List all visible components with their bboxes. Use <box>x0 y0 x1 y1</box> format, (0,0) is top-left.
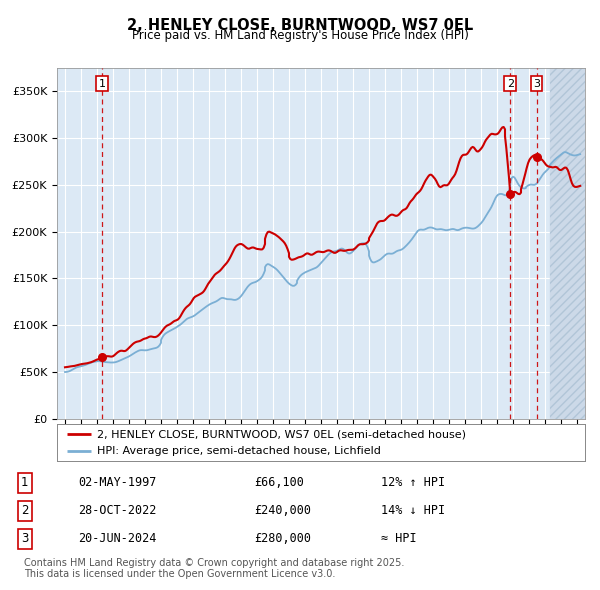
Bar <box>550 68 600 419</box>
Text: 2, HENLEY CLOSE, BURNTWOOD, WS7 0EL: 2, HENLEY CLOSE, BURNTWOOD, WS7 0EL <box>127 18 473 32</box>
Text: Price paid vs. HM Land Registry's House Price Index (HPI): Price paid vs. HM Land Registry's House … <box>131 30 469 42</box>
Text: 3: 3 <box>21 532 28 545</box>
Text: £280,000: £280,000 <box>254 532 311 545</box>
Text: 1: 1 <box>99 78 106 88</box>
Text: £66,100: £66,100 <box>254 477 304 490</box>
Text: £240,000: £240,000 <box>254 504 311 517</box>
Text: Contains HM Land Registry data © Crown copyright and database right 2025.
This d: Contains HM Land Registry data © Crown c… <box>24 558 404 579</box>
Text: HPI: Average price, semi-detached house, Lichfield: HPI: Average price, semi-detached house,… <box>97 447 380 456</box>
Text: 2: 2 <box>21 504 28 517</box>
Text: 2: 2 <box>507 78 514 88</box>
Text: 3: 3 <box>533 78 540 88</box>
Text: 14% ↓ HPI: 14% ↓ HPI <box>380 504 445 517</box>
Text: 12% ↑ HPI: 12% ↑ HPI <box>380 477 445 490</box>
Text: 28-OCT-2022: 28-OCT-2022 <box>78 504 157 517</box>
Text: 1: 1 <box>21 477 28 490</box>
Text: 02-MAY-1997: 02-MAY-1997 <box>78 477 157 490</box>
Bar <box>550 68 600 419</box>
Text: 20-JUN-2024: 20-JUN-2024 <box>78 532 157 545</box>
Text: 2, HENLEY CLOSE, BURNTWOOD, WS7 0EL (semi-detached house): 2, HENLEY CLOSE, BURNTWOOD, WS7 0EL (sem… <box>97 430 466 439</box>
Text: ≈ HPI: ≈ HPI <box>380 532 416 545</box>
